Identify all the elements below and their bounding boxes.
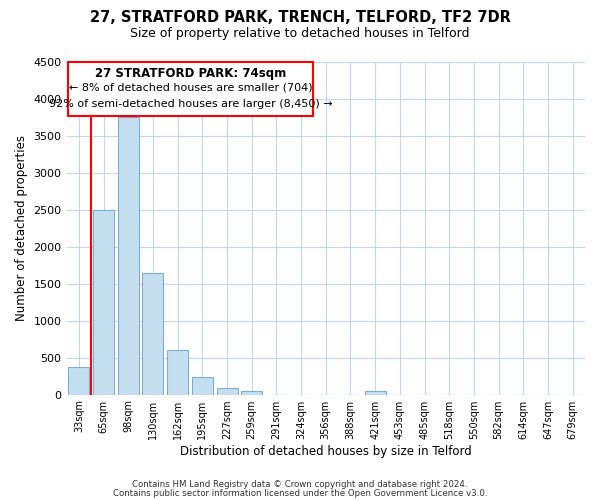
Bar: [192, 377, 213, 394]
Bar: [365, 392, 386, 394]
Text: Size of property relative to detached houses in Telford: Size of property relative to detached ho…: [130, 28, 470, 40]
Y-axis label: Number of detached properties: Number of detached properties: [15, 135, 28, 321]
X-axis label: Distribution of detached houses by size in Telford: Distribution of detached houses by size …: [180, 444, 472, 458]
Bar: [68, 367, 89, 394]
Bar: [217, 388, 238, 394]
Bar: [167, 350, 188, 395]
Bar: [241, 391, 262, 394]
Text: 27 STRATFORD PARK: 74sqm: 27 STRATFORD PARK: 74sqm: [95, 66, 286, 80]
Text: Contains HM Land Registry data © Crown copyright and database right 2024.: Contains HM Land Registry data © Crown c…: [132, 480, 468, 489]
Text: 92% of semi-detached houses are larger (8,450) →: 92% of semi-detached houses are larger (…: [49, 99, 332, 109]
Bar: [118, 117, 139, 394]
Bar: [142, 273, 163, 394]
Bar: [93, 210, 114, 394]
Text: ← 8% of detached houses are smaller (704): ← 8% of detached houses are smaller (704…: [69, 82, 313, 92]
FancyBboxPatch shape: [68, 62, 313, 116]
Text: Contains public sector information licensed under the Open Government Licence v3: Contains public sector information licen…: [113, 488, 487, 498]
Text: 27, STRATFORD PARK, TRENCH, TELFORD, TF2 7DR: 27, STRATFORD PARK, TRENCH, TELFORD, TF2…: [89, 10, 511, 25]
